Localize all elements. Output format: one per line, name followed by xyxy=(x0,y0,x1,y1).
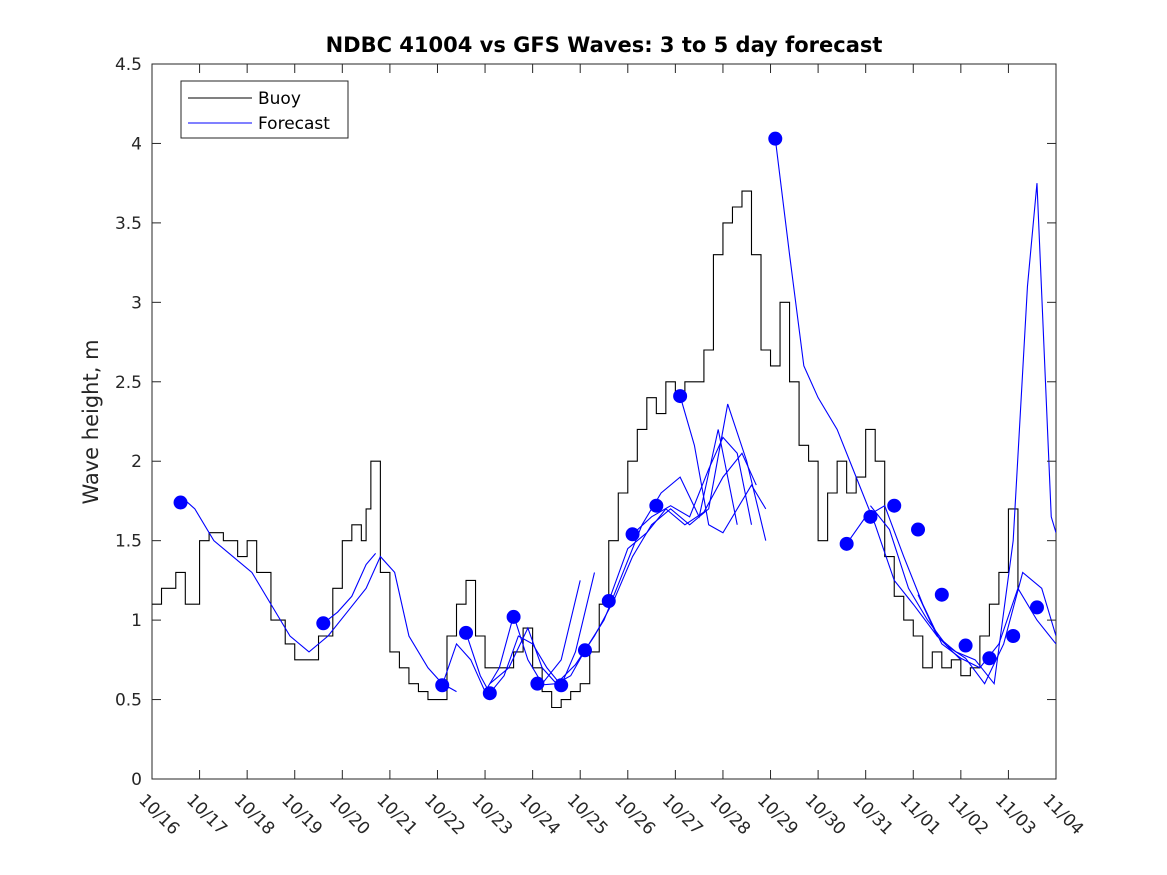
x-tick-label: 10/22 xyxy=(420,790,469,839)
y-tick-label: 1 xyxy=(131,611,142,631)
forecast-marker xyxy=(649,498,664,513)
forecast-marker xyxy=(577,643,592,658)
forecast-marker xyxy=(625,527,640,542)
axes-box xyxy=(151,63,1057,780)
x-tick-label: 10/25 xyxy=(563,790,612,839)
forecast-series-line-3 xyxy=(465,572,596,695)
x-tick-label: 10/17 xyxy=(182,790,231,839)
y-tick-label: 3.5 xyxy=(115,214,142,234)
forecast-marker xyxy=(530,676,545,691)
forecast-series-line-12 xyxy=(917,183,1056,686)
legend-forecast-label: Forecast xyxy=(258,114,330,134)
buoy-series-line xyxy=(152,190,1019,709)
forecast-series-line-6 xyxy=(608,452,757,602)
y-tick-label: 4 xyxy=(131,134,142,154)
forecast-marker xyxy=(506,609,521,624)
x-tick-label: 10/24 xyxy=(515,790,564,839)
legend: Buoy Forecast xyxy=(180,80,349,139)
forecast-marker xyxy=(958,638,973,653)
x-tick-label: 10/20 xyxy=(325,790,374,839)
x-tick-label: 10/30 xyxy=(801,790,850,839)
forecast-marker xyxy=(316,616,331,631)
forecast-marker xyxy=(768,131,783,146)
forecast-marker xyxy=(1006,629,1021,643)
y-tick-label: 1.5 xyxy=(115,532,142,552)
x-tick-label: 10/29 xyxy=(753,790,802,839)
x-tick-label: 11/01 xyxy=(896,790,945,839)
x-tick-label: 10/18 xyxy=(230,790,279,839)
legend-box xyxy=(180,80,349,139)
forecast-marker xyxy=(934,587,949,602)
forecast-marker xyxy=(435,678,450,693)
x-tick-label: 11/04 xyxy=(1038,790,1087,839)
forecast-series-line-10 xyxy=(846,504,1056,669)
x-tick-label: 10/28 xyxy=(705,790,754,839)
x-tick-label: 10/26 xyxy=(610,790,659,839)
y-tick-label: 2 xyxy=(131,452,142,472)
forecast-series-line-8 xyxy=(679,395,767,534)
forecast-marker xyxy=(554,678,569,693)
forecast-series-line-0 xyxy=(180,495,457,693)
y-tick-label: 0 xyxy=(131,770,142,790)
forecast-marker xyxy=(1029,600,1044,615)
legend-buoy-label: Buoy xyxy=(258,89,301,109)
forecast-marker xyxy=(982,651,997,666)
forecast-series-line-1 xyxy=(322,553,377,624)
data-layer xyxy=(152,131,1056,709)
forecast-marker xyxy=(863,509,878,524)
y-tick-label: 4.5 xyxy=(115,55,142,75)
forecast-marker xyxy=(482,686,497,701)
x-tick-label: 11/03 xyxy=(991,790,1040,839)
forecast-series-line-2 xyxy=(441,580,581,693)
y-axis-label: Wave height, m xyxy=(79,339,103,504)
forecast-series-line-7 xyxy=(632,436,753,535)
forecast-marker xyxy=(173,495,188,510)
chart-title: NDBC 41004 vs GFS Waves: 3 to 5 day fore… xyxy=(326,33,883,57)
y-axis: 0 0.5 1 1.5 2 2.5 3 3.5 4 4.5 xyxy=(115,55,1056,790)
forecast-series-line-9 xyxy=(774,138,962,661)
x-axis: 10/1610/1710/1810/1910/2010/2110/2210/23… xyxy=(134,64,1087,839)
forecast-series-line-11 xyxy=(870,505,1056,685)
y-tick-label: 0.5 xyxy=(115,691,142,711)
x-tick-label: 10/19 xyxy=(277,790,326,839)
y-tick-label: 3 xyxy=(131,293,142,313)
plot-area xyxy=(151,63,1057,780)
x-tick-label: 10/27 xyxy=(658,790,707,839)
x-tick-label: 10/21 xyxy=(372,790,421,839)
y-tick-label: 2.5 xyxy=(115,373,142,393)
x-tick-label: 10/23 xyxy=(468,790,517,839)
forecast-marker xyxy=(887,498,902,513)
forecast-series-line-4 xyxy=(489,429,738,685)
forecast-marker xyxy=(459,625,474,640)
forecast-marker xyxy=(839,536,854,551)
forecast-series-line-5 xyxy=(537,403,767,686)
x-tick-label: 11/02 xyxy=(943,790,992,839)
forecast-marker xyxy=(911,522,926,537)
forecast-marker xyxy=(673,389,688,404)
x-tick-label: 10/31 xyxy=(848,790,897,839)
x-tick-label: 10/16 xyxy=(134,790,183,839)
forecast-marker xyxy=(601,594,616,609)
